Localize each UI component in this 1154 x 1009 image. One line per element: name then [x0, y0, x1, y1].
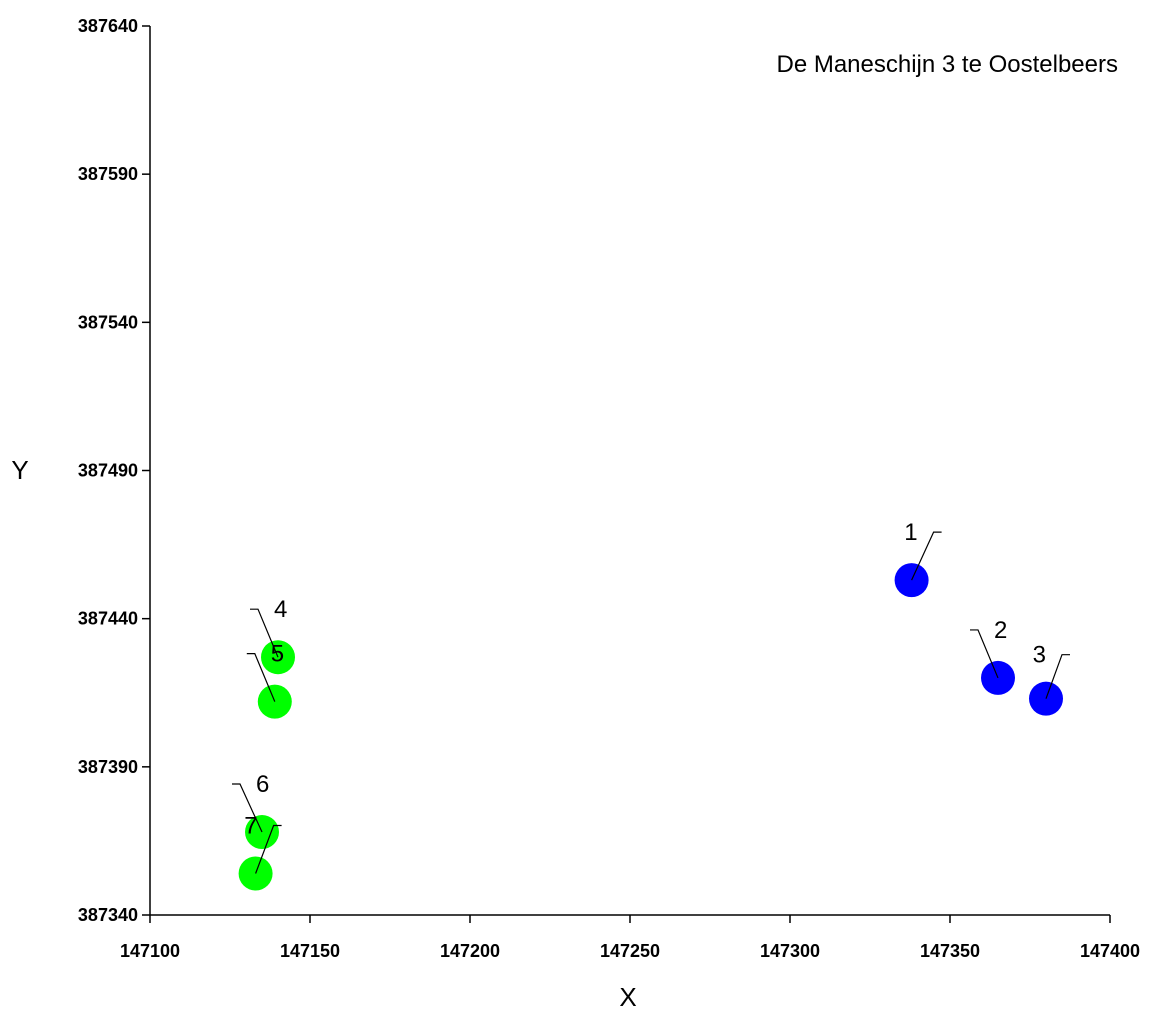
axes	[149, 26, 1110, 916]
point-label-2: 2	[994, 617, 1007, 644]
y-ticks: 387340 387390 387440 387490 387540 387590 3876…	[78, 16, 150, 925]
leader-line-1	[911, 531, 942, 581]
y-tick-label: 387590	[78, 164, 138, 184]
y-tick-label: 387490	[78, 461, 138, 481]
x-tick-label: 147250	[600, 941, 660, 961]
point-label-4: 4	[274, 596, 287, 623]
x-tick-label: 147350	[920, 941, 980, 961]
leader-line-2	[970, 629, 999, 679]
leader-line-3	[1045, 654, 1070, 699]
x-axis-title: X	[619, 982, 636, 1009]
x-tick-label: 147100	[120, 941, 180, 961]
point-label-5: 5	[271, 641, 284, 668]
y-tick-label: 387440	[78, 609, 138, 629]
leader-line-4	[250, 608, 279, 658]
x-tick-label: 147150	[280, 941, 340, 961]
chart-title: De Maneschijn 3 te Oostelbeers	[776, 51, 1118, 78]
y-tick-label: 387340	[78, 905, 138, 925]
x-tick-label: 147200	[440, 941, 500, 961]
point-label-1: 1	[904, 519, 917, 546]
leader-line-5	[246, 653, 276, 702]
point-label-6: 6	[256, 771, 269, 798]
y-axis-title: Y	[11, 455, 28, 485]
point-label-3: 3	[1033, 642, 1046, 669]
x-tick-label: 147300	[760, 941, 820, 961]
leader-line-7	[255, 824, 282, 874]
x-ticks: 147100 147150 147200 147250 147300 147350 1474…	[120, 915, 1140, 961]
y-tick-label: 387540	[78, 312, 138, 332]
y-tick-label: 387640	[78, 16, 138, 36]
point-label-7: 7	[244, 813, 257, 840]
x-tick-label: 147400	[1080, 941, 1140, 961]
leader-line-6	[232, 783, 263, 833]
y-tick-label: 387390	[78, 757, 138, 777]
